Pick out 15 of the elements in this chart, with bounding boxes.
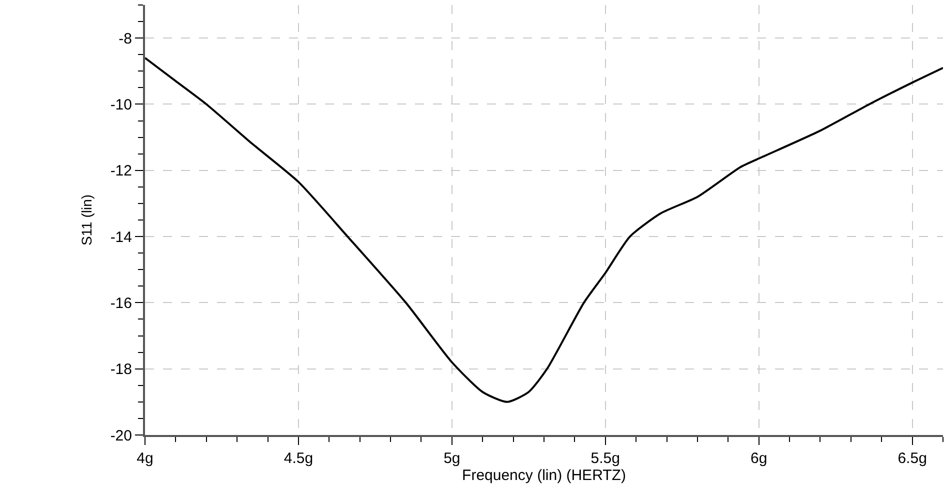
y-tick-label: -10 (110, 96, 132, 114)
x-tick-label: 6g (750, 450, 768, 467)
y-tick-label: -12 (110, 162, 132, 180)
x-tick-label: 5.5g (590, 450, 620, 467)
y-tick-label: -14 (110, 228, 132, 246)
x-tick-label: 4g (136, 450, 154, 467)
x-tick-label: 4.5g (284, 450, 314, 467)
y-tick-label: -16 (110, 294, 132, 312)
x-tick-label: 5g (444, 450, 460, 467)
x-tick-label: 6.5g (898, 450, 927, 467)
x-axis-title: Frequency (lin) (HERTZ) (462, 467, 626, 484)
y-axis-title: S11 (lin) (78, 194, 94, 246)
y-tick-label: -18 (110, 361, 132, 378)
y-tick-label: -8 (118, 30, 132, 48)
y-tick-label: -20 (110, 427, 132, 444)
